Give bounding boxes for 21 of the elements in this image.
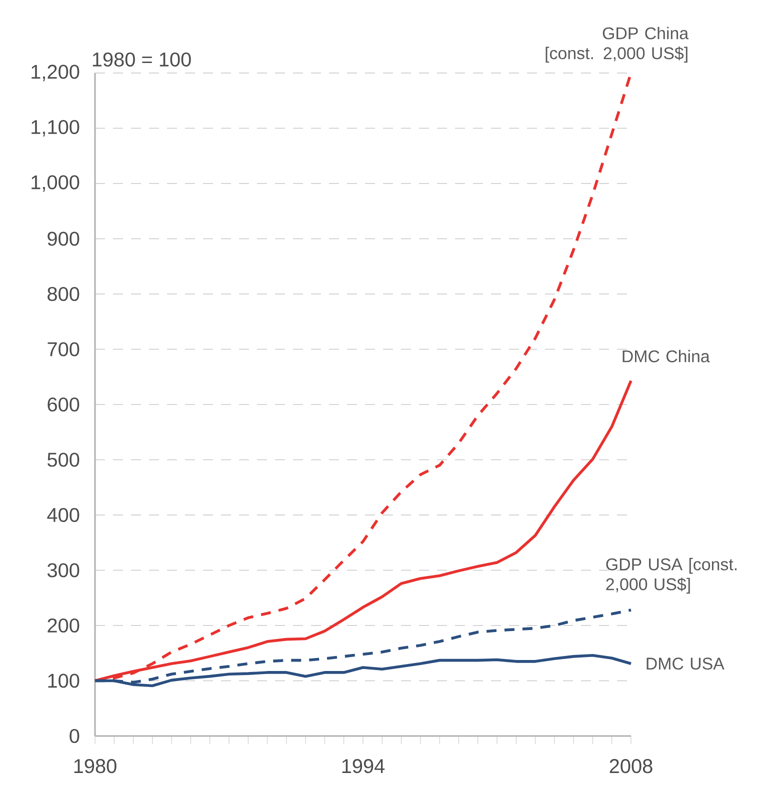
y-tick-label: 1,200 bbox=[32, 64, 80, 82]
y-tick-label: 100 bbox=[48, 674, 80, 688]
series-label: DMC USA bbox=[646, 658, 724, 670]
y-tick-label: 400 bbox=[47, 508, 80, 522]
y-tick-label: 300 bbox=[47, 563, 80, 578]
y-tick-label: 500 bbox=[48, 452, 80, 467]
x-tick-label: 2008 bbox=[610, 759, 652, 774]
y-tick-label: 700 bbox=[48, 342, 80, 356]
y-tick-label: 0 bbox=[70, 728, 80, 744]
x-tick-label: 1994 bbox=[342, 759, 385, 774]
y-axis-title: 1980 = 100 bbox=[92, 52, 191, 67]
series-label: GDP USA [const. 2,000 US$] bbox=[606, 558, 737, 594]
y-tick-label: 800 bbox=[48, 286, 80, 302]
y-tick-label: 1,000 bbox=[32, 175, 80, 192]
y-tick-label: 200 bbox=[48, 618, 80, 633]
series-label: DMC China bbox=[622, 350, 710, 362]
y-tick-label: 900 bbox=[48, 232, 80, 246]
series-label: GDP China [const. 2,000 US$] bbox=[546, 26, 689, 63]
x-tick-label: 1980 bbox=[74, 759, 116, 774]
y-tick-label: 1,100 bbox=[32, 120, 80, 136]
y-tick-label: 600 bbox=[48, 397, 80, 412]
